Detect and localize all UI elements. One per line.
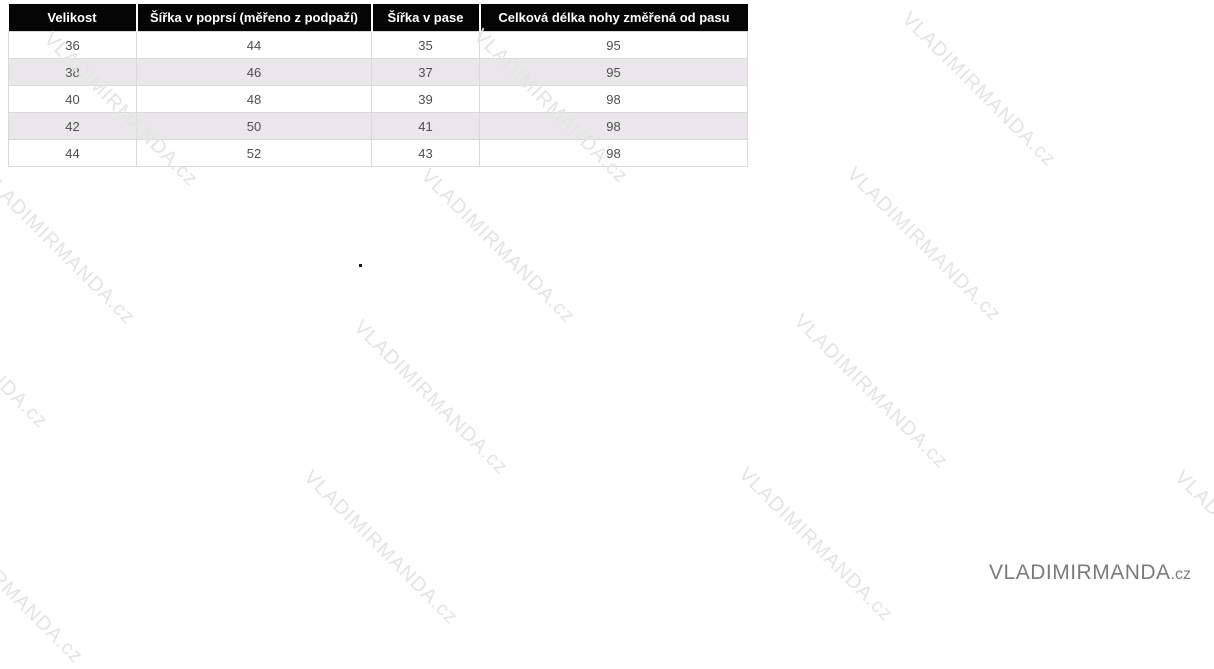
watermark-text: VLADIMIRMANDA.cz (299, 466, 463, 629)
table-cell: 98 (479, 139, 748, 167)
table-header-row: Velikost Šířka v poprsí (měřeno z podpaž… (8, 4, 748, 32)
table-row: 44 52 43 98 (8, 139, 748, 167)
table-cell: 38 (8, 58, 137, 86)
table-body: 36 44 35 95 38 46 37 95 40 48 39 98 42 50 41 98 44 52 43 98 (8, 31, 748, 167)
table-cell: 35 (371, 31, 480, 59)
header-sirka-pase: Šířka v pase (371, 4, 481, 32)
header-velikost: Velikost (8, 4, 138, 32)
header-sirka-poprsi: Šířka v poprsí (měřeno z podpaží) (136, 4, 373, 32)
table-cell: 44 (8, 139, 137, 167)
brand-name: VLADIMIRMANDA (989, 561, 1171, 584)
table-row: 38 46 37 95 (8, 58, 748, 86)
size-table: Velikost Šířka v poprsí (měřeno z podpaž… (8, 4, 748, 167)
watermark-text: VLADIMIRMANDA.cz (349, 316, 513, 479)
table-row: 36 44 35 95 (8, 31, 748, 59)
table-cell: 48 (136, 85, 372, 113)
table-cell: 52 (136, 139, 372, 167)
table-cell: 98 (479, 112, 748, 140)
table-cell: 50 (136, 112, 372, 140)
watermark-text: VLADIMIRMANDA.cz (897, 8, 1061, 171)
watermark-text: VLADIMIRMANDA.cz (789, 310, 953, 473)
watermark-text: VLADIMIRMANDA.cz (1170, 466, 1214, 629)
watermark-text: VLADIMIRMANDA.cz (0, 270, 53, 433)
table-cell: 46 (136, 58, 372, 86)
table-cell: 44 (136, 31, 372, 59)
header-celkova-delka: Celková délka nohy změřená od pasu (479, 4, 748, 32)
table-cell: 36 (8, 31, 137, 59)
watermark-text: VLADIMIRMANDA.cz (0, 505, 88, 668)
watermark-text: VLADIMIRMANDA.cz (0, 166, 140, 329)
table-cell: 42 (8, 112, 137, 140)
table-cell: 39 (371, 85, 480, 113)
table-cell: 37 (371, 58, 480, 86)
table-cell: 95 (479, 58, 748, 86)
brand-tld: .cz (1170, 566, 1191, 583)
brand-logo: VLADIMIRMANDA.cz (989, 561, 1191, 585)
watermark-text: VLADIMIRMANDA.cz (416, 165, 580, 328)
table-row: 42 50 41 98 (8, 112, 748, 140)
table-cell: 41 (371, 112, 480, 140)
size-chart: Velikost Šířka v poprsí (měřeno z podpaž… (8, 4, 748, 167)
table-cell: 98 (479, 85, 748, 113)
table-row: 40 48 39 98 (8, 85, 748, 113)
artifact-dot (359, 264, 362, 267)
table-cell: 95 (479, 31, 748, 59)
page: { "table": { "headers": [ "Velikost", "Š… (0, 4, 1214, 668)
table-cell: 43 (371, 139, 480, 167)
watermark-text: VLADIMIRMANDA.cz (842, 163, 1006, 326)
table-cell: 40 (8, 85, 137, 113)
